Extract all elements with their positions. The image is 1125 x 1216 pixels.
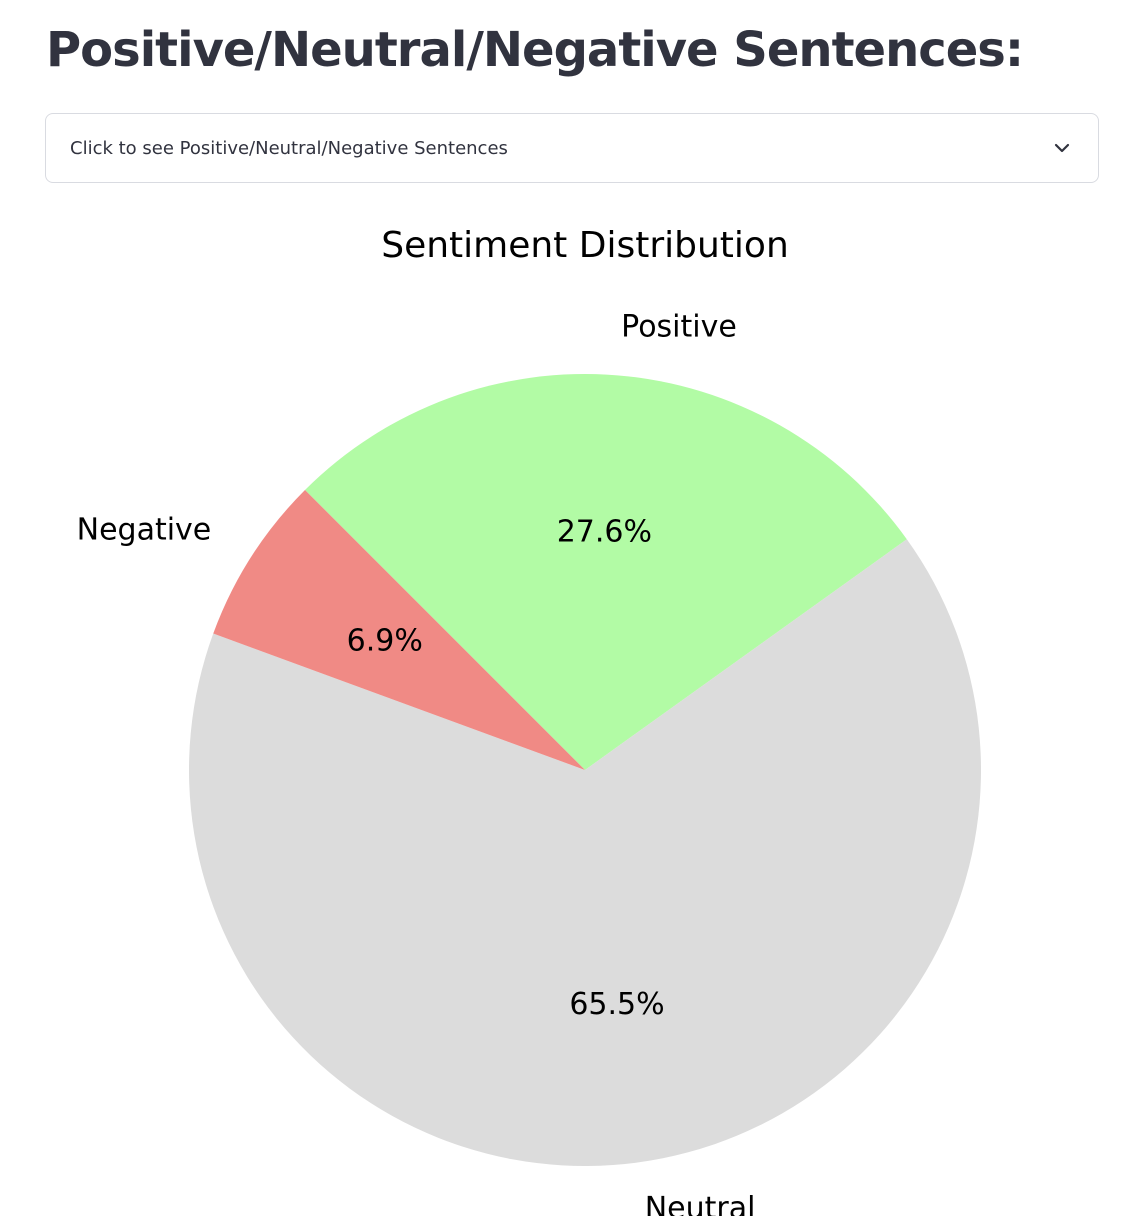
pie-slice-negative bbox=[213, 489, 585, 770]
pie-label-positive: Positive bbox=[621, 309, 737, 344]
pie-label-negative: Negative bbox=[77, 513, 212, 548]
pie-percent-negative: 6.9% bbox=[347, 624, 423, 659]
pie-slice-neutral bbox=[188, 539, 982, 1167]
sentences-expander[interactable]: Click to see Positive/Neutral/Negative S… bbox=[45, 113, 1099, 183]
chart-title: Sentiment Distribution bbox=[381, 225, 789, 266]
pie-label-neutral: Neutral bbox=[645, 1191, 756, 1216]
pie-slices bbox=[188, 374, 982, 1167]
pie-percent-positive: 27.6% bbox=[557, 515, 652, 550]
chevron-down-icon bbox=[1054, 143, 1070, 153]
page-title: Positive/Neutral/Negative Sentences: bbox=[46, 22, 1024, 78]
pie-percent-neutral: 65.5% bbox=[569, 987, 664, 1022]
sentiment-pie-chart: Sentiment Distribution Positive 27.6% Neut… bbox=[77, 225, 982, 1216]
pie-slice-positive bbox=[304, 374, 907, 770]
expander-label: Click to see Positive/Neutral/Negative S… bbox=[70, 138, 508, 159]
pie-labels: Positive 27.6% Neutral 65.5% Negative 6.9% bbox=[77, 309, 756, 1216]
